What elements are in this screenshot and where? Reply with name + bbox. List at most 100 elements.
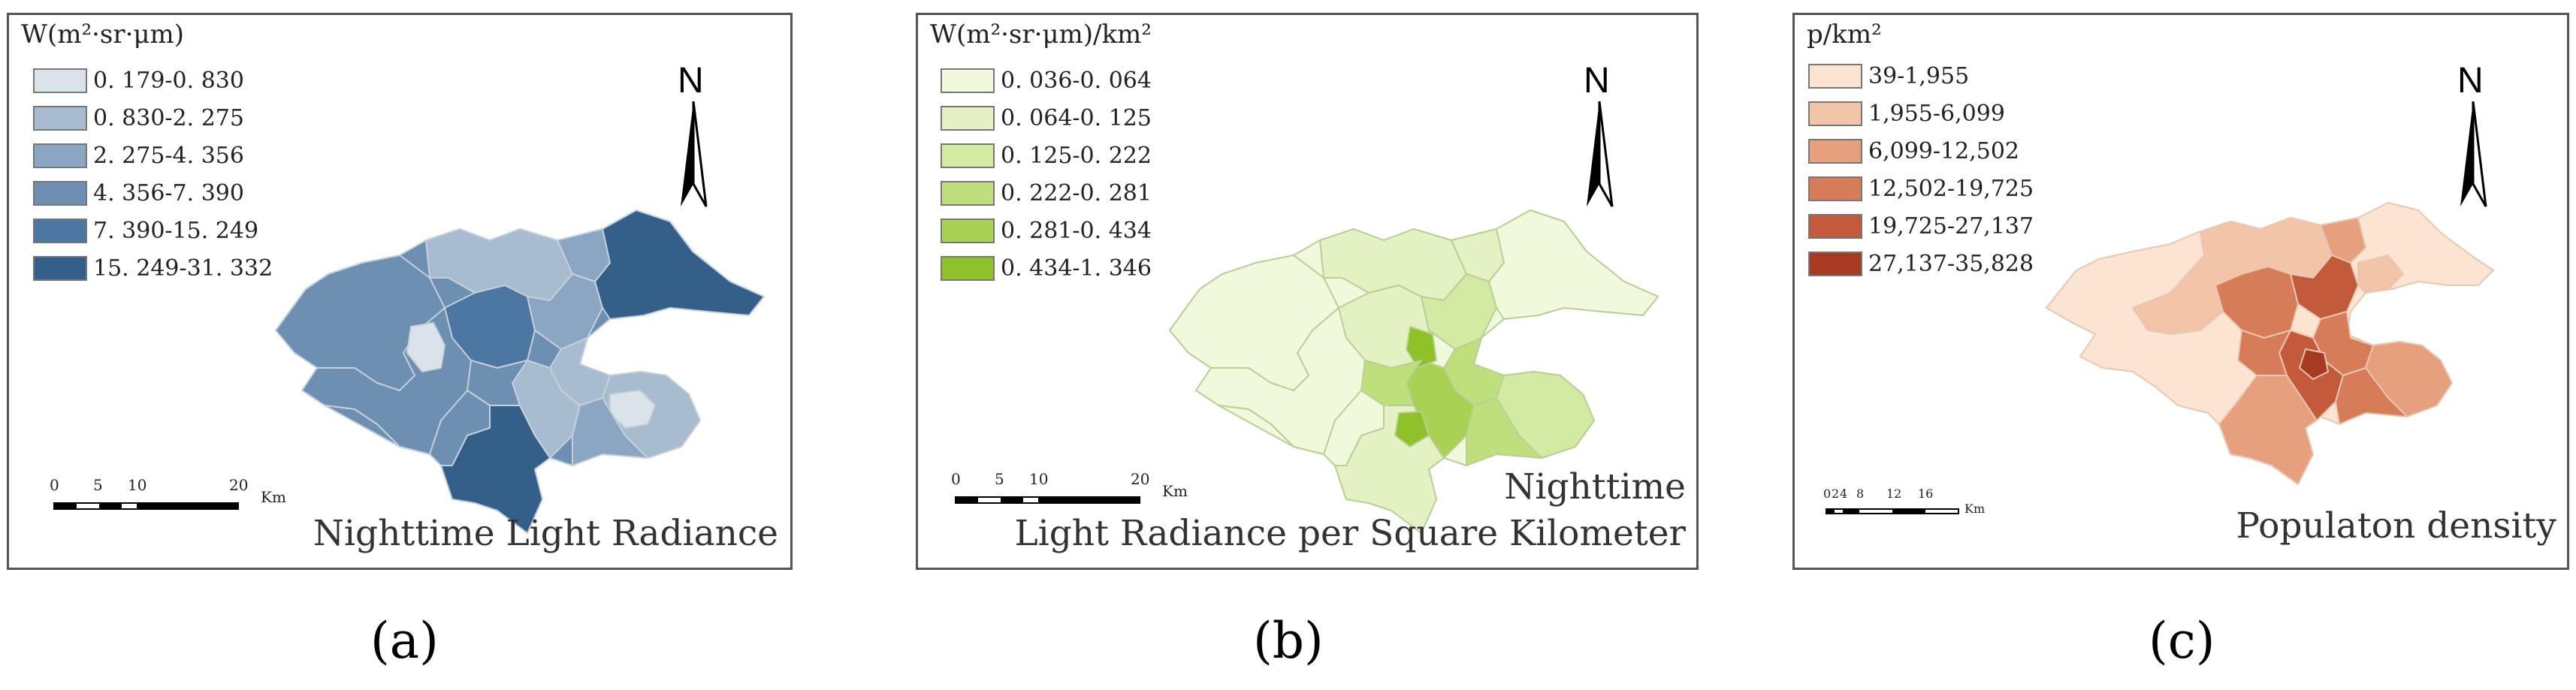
map-title-line2: Light Radiance per Square Kilometer [1014, 513, 1686, 554]
legend-label: 1,955-6,099 [1868, 100, 2005, 127]
district-map [275, 209, 765, 534]
scale-bar-graphic [955, 496, 1140, 504]
scale-tick: 8 [1856, 487, 1865, 501]
legend-swatch [941, 255, 995, 281]
scale-tick: 0 [50, 476, 59, 494]
legend-item: 6,099-12,502 [1808, 132, 2034, 170]
legend-label: 27,137-35,828 [1868, 250, 2034, 277]
scale-tick: 20 [229, 476, 249, 494]
map-panel-a: W(m²·sr·μm) 0. 179-0. 830 0. 830-2. 275 … [7, 13, 793, 570]
legend-label: 15. 249-31. 332 [93, 255, 273, 282]
legend-swatch [1808, 251, 1862, 276]
scale-unit: Km [261, 488, 286, 506]
panel-label-c: (c) [2149, 612, 2215, 670]
legend-label: 0. 434-1. 346 [1001, 255, 1152, 282]
scale-tick: 5 [995, 470, 1004, 488]
legend-swatch [1808, 63, 1862, 89]
legend-label: 39-1,955 [1868, 62, 1970, 89]
panel-label-b: (b) [1253, 612, 1324, 670]
scale-bar-graphic [53, 502, 239, 510]
scale-tick: 16 [1918, 487, 1934, 501]
legend-item: 2. 275-4. 356 [33, 137, 273, 174]
legend-item: 27,137-35,828 [1808, 245, 2034, 282]
map-title: Nighttime Light Radiance [313, 513, 778, 554]
legend-swatch [1808, 176, 1862, 201]
scale-tick: 0 [1823, 487, 1832, 501]
map-panel-b: W(m²·sr·μm)/km² 0. 036-0. 064 0. 064-0. … [916, 13, 1699, 570]
map-title-line1: Nighttime [1504, 466, 1686, 508]
district-region [1394, 411, 1430, 447]
district-region [2218, 375, 2318, 485]
legend-swatch [33, 68, 87, 93]
legend-label: 7. 390-15. 249 [93, 217, 259, 244]
legend-label: 2. 275-4. 356 [93, 142, 244, 169]
legend-swatch [941, 143, 995, 168]
legend-swatch [1808, 138, 1862, 164]
legend-title: W(m²·sr·μm) [21, 20, 184, 50]
scale-tick: 10 [128, 476, 147, 494]
north-label: N [2457, 61, 2484, 101]
legend-label: 6,099-12,502 [1868, 137, 2019, 164]
scale-tick: 0 [951, 470, 961, 488]
scale-tick: 20 [1131, 470, 1150, 488]
legend-item: 0. 222-0. 281 [941, 174, 1152, 212]
district-region [440, 405, 551, 534]
district-region [444, 285, 536, 369]
legend: 0. 036-0. 064 0. 064-0. 125 0. 125-0. 22… [941, 62, 1152, 287]
legend-swatch [33, 218, 87, 243]
legend-item: 4. 356-7. 390 [33, 174, 273, 212]
scale-tick: 4 [1840, 487, 1848, 501]
scale-tick: 2 [1832, 487, 1840, 501]
legend-item: 39-1,955 [1808, 57, 2034, 95]
north-label: N [678, 61, 704, 101]
legend-label: 4. 356-7. 390 [93, 179, 244, 206]
legend-swatch [941, 68, 995, 93]
legend-swatch [941, 105, 995, 131]
north-arrow-icon [2460, 101, 2487, 207]
district-region [572, 397, 648, 466]
district-map [2046, 202, 2494, 485]
legend-item: 0. 036-0. 064 [941, 62, 1152, 99]
legend-item: 7. 390-15. 249 [33, 212, 273, 249]
legend-item: 15. 249-31. 332 [33, 249, 273, 287]
district-region [2320, 217, 2366, 264]
legend-label: 0. 830-2. 275 [93, 104, 244, 131]
scale-tick: 10 [1029, 470, 1049, 488]
map-panel-c: p/km² 39-1,955 1,955-6,099 6,099-12,502 … [1792, 13, 2569, 570]
panel-label-a: (a) [370, 612, 439, 670]
scale-tick: 5 [93, 476, 103, 494]
legend-swatch [941, 218, 995, 243]
legend-item: 0. 179-0. 830 [33, 62, 273, 99]
legend-label: 0. 036-0. 064 [1001, 67, 1152, 94]
district-region [2299, 348, 2329, 380]
map-title: Populaton density [2236, 505, 2556, 547]
legend-label: 0. 064-0. 125 [1001, 104, 1152, 131]
legend-label: 19,725-27,137 [1868, 212, 2034, 240]
north-arrow-icon [681, 101, 708, 207]
district-map [1169, 209, 1659, 534]
legend-label: 0. 125-0. 222 [1001, 142, 1152, 169]
district-region [2215, 266, 2299, 339]
district-region [2237, 330, 2291, 376]
legend: 39-1,955 1,955-6,099 6,099-12,502 12,502… [1808, 57, 2034, 282]
district-region [1169, 255, 1339, 391]
north-arrow-icon [1587, 101, 1614, 207]
district-region [2132, 255, 2242, 335]
district-region [1488, 209, 1659, 320]
legend-item: 0. 125-0. 222 [941, 137, 1152, 174]
scale-tick: 12 [1886, 487, 1902, 501]
legend-swatch [1808, 101, 1862, 126]
district-region [594, 209, 765, 320]
legend-swatch [33, 143, 87, 168]
legend-title: p/km² [1807, 20, 1882, 50]
legend-label: 12,502-19,725 [1868, 175, 2034, 202]
scale-unit: Km [1964, 502, 1986, 516]
legend-title: W(m²·sr·μm)/km² [930, 20, 1152, 50]
legend-label: 0. 222-0. 281 [1001, 179, 1152, 206]
legend: 0. 179-0. 830 0. 830-2. 275 2. 275-4. 35… [33, 62, 273, 287]
legend-item: 12,502-19,725 [1808, 170, 2034, 207]
scale-unit: Km [1162, 482, 1188, 500]
legend-swatch [1808, 213, 1862, 239]
district-region [2357, 255, 2404, 294]
legend-item: 0. 830-2. 275 [33, 99, 273, 137]
